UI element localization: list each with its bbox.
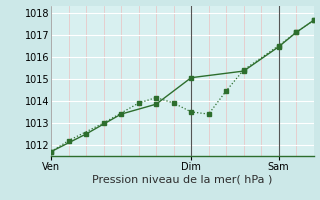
X-axis label: Pression niveau de la mer( hPa ): Pression niveau de la mer( hPa ) — [92, 174, 273, 184]
